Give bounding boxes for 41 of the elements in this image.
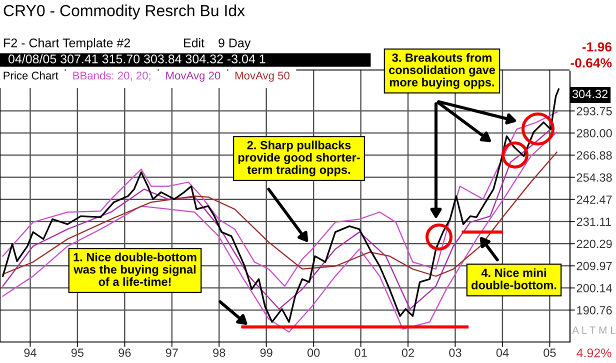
text: A L T M L <box>572 326 616 334</box>
annotation: 2. Sharp pullbacks provide good shorter- term trading opps. <box>238 140 360 176</box>
x-tick-label: 98 <box>213 348 226 357</box>
x-tick-label: 01 <box>354 348 367 357</box>
y-tick-label: 231.11 <box>576 218 611 226</box>
y-tick-label: 200.14 <box>576 284 612 292</box>
x-tick-label: 03 <box>449 348 462 357</box>
x-tick-label: 04 <box>496 348 509 357</box>
y-tick-label: 209.97 <box>576 262 612 270</box>
text: MovAvg 50 <box>235 72 290 82</box>
text: BBands: 20, 20; <box>73 71 150 81</box>
text: Edit <box>184 38 204 48</box>
text: F2 - Chart Template #2 <box>4 38 130 50</box>
chart-subtitle: 04/08/05 307.41 315.70 303.84 304.32 -3.04 1 <box>8 54 266 64</box>
text: -0.64% <box>570 58 612 68</box>
line-series <box>2 152 558 277</box>
y-tick-label: 220.29 <box>576 240 612 248</box>
y-tick-label: 266.88 <box>576 151 612 160</box>
x-tick-label: 96 <box>118 348 131 357</box>
text: 304.32 <box>572 90 608 98</box>
annotation: 1. Nice double-bottom was the buying signal of a life-time! <box>74 252 196 286</box>
x-tick-label: 05 <box>544 348 556 357</box>
text: Price Chart <box>4 71 58 80</box>
x-tick-label: 02 <box>402 348 414 357</box>
x-tick-label: 94 <box>24 348 36 357</box>
annotation: 4. Nice mini double-bottom. <box>472 268 556 290</box>
y-tick-label: 242.47 <box>576 195 612 204</box>
x-tick-label: 95 <box>71 348 84 357</box>
text: 4.92% <box>576 348 612 358</box>
chart-title: CRY0 - Commodity Resrch Bu Idx <box>4 4 245 20</box>
text: MovAvg 20 <box>166 72 220 82</box>
y-tick-label: 190.76 <box>577 306 612 314</box>
y-tick-label: 293.75 <box>576 106 612 116</box>
x-tick-label: 97 <box>166 348 178 357</box>
y-tick-label: 280.00 <box>576 129 612 138</box>
text: 9 Day <box>218 38 251 50</box>
y-tick-label: 254.38 <box>576 173 612 182</box>
x-tick-label: 99 <box>260 348 272 357</box>
annotation: 3. Breakouts from consolidation gave more buying opps. <box>389 53 496 89</box>
x-tick-label: 00 <box>307 348 320 357</box>
text: -1.96 <box>582 42 612 52</box>
